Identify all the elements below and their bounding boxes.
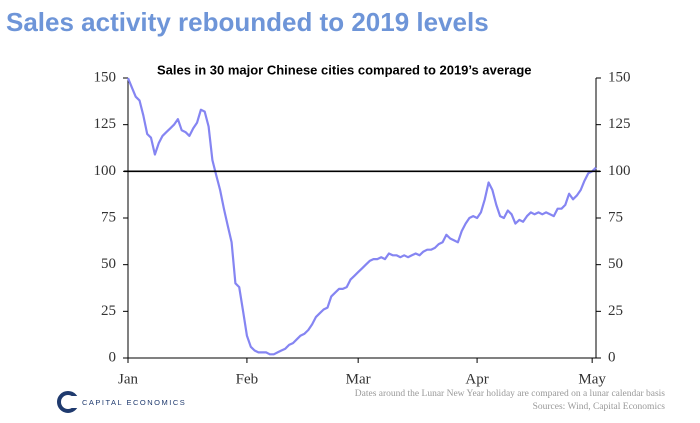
y2-tick-label: 0 (608, 349, 616, 365)
y2-tick-label: 100 (608, 163, 631, 179)
footnote: Dates around the Lunar New Year holiday … (355, 389, 666, 399)
y-tick-label: 75 (101, 209, 116, 225)
x-tick-label: Apr (465, 371, 488, 387)
chart-title: Sales activity rebounded to 2019 levels (6, 7, 489, 37)
x-tick-label: Feb (236, 371, 259, 387)
data-line (126, 77, 597, 356)
y2-tick-label: 125 (608, 116, 631, 132)
logo: CAPITAL ECONOMICS (57, 391, 186, 413)
y2-tick-label: 50 (608, 256, 623, 272)
y-tick-label: 150 (94, 69, 117, 85)
y2-tick-label: 25 (608, 303, 623, 319)
chart-subtitle: Sales in 30 major Chinese cities compare… (157, 62, 532, 77)
y-tick-label: 25 (101, 303, 116, 319)
y2-tick-label: 150 (608, 69, 631, 85)
x-tick-label: Mar (346, 371, 371, 387)
source-note: Sources: Wind, Capital Economics (533, 402, 666, 412)
logo-icon-gap (70, 396, 80, 408)
y-tick-label: 0 (109, 349, 117, 365)
x-tick-label: Jan (118, 371, 138, 387)
y-tick-label: 100 (94, 163, 117, 179)
y-tick-label: 50 (101, 256, 116, 272)
y2-tick-label: 75 (608, 209, 623, 225)
y-tick-label: 125 (94, 116, 117, 132)
logo-text: CAPITAL ECONOMICS (82, 398, 186, 407)
x-tick-label: May (578, 371, 606, 387)
